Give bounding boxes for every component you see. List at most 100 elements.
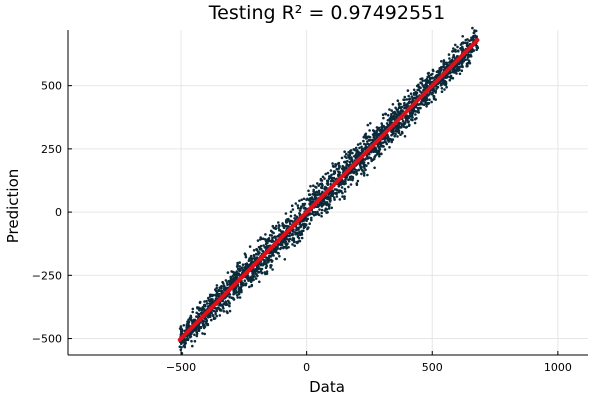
data-point	[381, 144, 385, 148]
data-point	[452, 47, 455, 50]
data-point	[282, 240, 285, 243]
data-point	[268, 254, 272, 258]
data-point	[228, 281, 232, 285]
data-point	[205, 319, 208, 322]
data-point	[238, 265, 241, 268]
data-point	[375, 131, 378, 134]
data-point	[262, 244, 265, 247]
data-point	[399, 111, 402, 114]
data-point	[250, 284, 253, 288]
data-point	[197, 329, 201, 333]
data-point	[344, 177, 348, 180]
data-point	[202, 307, 206, 311]
data-point	[388, 146, 391, 149]
data-point	[345, 162, 349, 166]
data-point	[360, 159, 364, 163]
data-point	[391, 138, 395, 141]
data-point	[270, 254, 274, 257]
data-point	[309, 200, 313, 204]
data-point	[412, 93, 416, 96]
data-point	[225, 281, 229, 285]
data-point	[278, 233, 281, 236]
data-point	[378, 152, 381, 156]
data-point	[234, 274, 238, 278]
y-tick-label: −500	[32, 333, 62, 346]
data-point	[291, 208, 295, 211]
data-point	[343, 155, 347, 158]
data-point	[343, 190, 347, 193]
data-point	[288, 234, 292, 237]
data-point	[412, 88, 416, 92]
data-point	[261, 249, 264, 253]
data-point	[236, 296, 239, 299]
data-point	[370, 159, 374, 163]
data-point	[455, 72, 458, 75]
data-point	[232, 289, 235, 292]
data-point	[271, 238, 274, 242]
data-point	[451, 56, 455, 59]
data-point	[195, 332, 199, 336]
data-point	[198, 309, 201, 312]
data-point	[331, 164, 335, 168]
data-point	[338, 171, 341, 174]
data-point	[244, 262, 247, 266]
data-point	[343, 150, 346, 153]
data-point	[302, 223, 306, 226]
data-point	[197, 306, 200, 310]
data-point	[383, 140, 387, 143]
data-point	[427, 71, 431, 75]
data-point	[428, 81, 432, 85]
data-point	[396, 109, 399, 112]
data-point	[243, 266, 246, 269]
data-point	[428, 98, 431, 101]
data-point	[397, 123, 400, 126]
data-point	[332, 196, 336, 199]
data-point	[417, 109, 420, 112]
data-point	[351, 171, 355, 174]
data-point	[284, 245, 288, 249]
data-point	[475, 48, 479, 51]
data-point	[431, 76, 434, 80]
data-point	[360, 168, 364, 172]
data-point	[220, 303, 223, 307]
data-point	[271, 268, 274, 271]
data-point	[192, 318, 196, 322]
data-point	[276, 247, 280, 250]
data-point	[369, 122, 372, 125]
data-point	[315, 190, 319, 194]
data-point	[330, 206, 334, 210]
data-point	[300, 224, 303, 227]
data-point	[350, 175, 353, 178]
data-point	[312, 188, 316, 192]
data-point	[221, 280, 224, 284]
data-point	[432, 69, 435, 73]
data-point	[247, 264, 251, 268]
data-point	[208, 313, 211, 317]
data-point	[220, 284, 223, 288]
x-tick-label: 1000	[544, 361, 572, 374]
data-point	[281, 222, 284, 225]
data-point	[215, 307, 218, 311]
data-point	[375, 126, 379, 129]
data-point	[185, 324, 189, 328]
data-point	[357, 168, 361, 172]
data-point	[329, 198, 332, 202]
data-point	[416, 106, 420, 110]
y-tick-label: 500	[41, 80, 62, 93]
data-point	[327, 207, 331, 210]
data-point	[218, 307, 221, 311]
data-point	[302, 229, 305, 232]
data-point	[372, 129, 376, 133]
data-point	[390, 112, 393, 116]
data-point	[226, 271, 230, 274]
data-point	[378, 154, 381, 158]
data-point	[362, 165, 366, 168]
data-point	[319, 177, 323, 181]
data-point	[183, 343, 186, 347]
data-point	[304, 217, 308, 221]
data-point	[292, 240, 296, 244]
data-point	[258, 248, 262, 251]
data-point	[439, 66, 443, 69]
data-point	[367, 135, 371, 138]
data-point	[420, 82, 424, 85]
